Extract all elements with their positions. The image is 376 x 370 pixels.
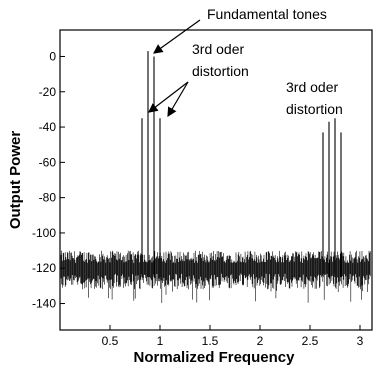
y-tick-label: -40 bbox=[39, 120, 57, 134]
arrow-distortion-left-a bbox=[148, 81, 189, 113]
x-tick-label: 2 bbox=[257, 334, 264, 348]
x-tick-label: 3 bbox=[357, 334, 364, 348]
x-tick-label: 1.5 bbox=[202, 334, 219, 348]
annotation-3rd-order-distortion-right: 3rd oder distortion bbox=[286, 79, 343, 117]
annotation-right-line2: distortion bbox=[286, 101, 343, 117]
annotation-right-line1: 3rd oder bbox=[286, 79, 338, 95]
tone-series bbox=[141, 51, 342, 278]
x-axis-ticks: 0.5 1 1.5 2 2.5 3 bbox=[102, 325, 364, 348]
y-axis-label: Output Power bbox=[7, 131, 24, 229]
y-tick-label: -20 bbox=[39, 85, 57, 99]
noise-trace bbox=[60, 250, 371, 303]
annotation-3rd-order-distortion-left: 3rd oder distortion bbox=[192, 41, 249, 79]
y-tick-label: -100 bbox=[32, 226, 56, 240]
x-tick-label: 1 bbox=[157, 334, 164, 348]
y-tick-label: 0 bbox=[49, 49, 56, 63]
x-axis-label: Normalized Frequency bbox=[134, 349, 296, 366]
annotation-left-line2: distortion bbox=[192, 63, 249, 79]
y-tick-label: -120 bbox=[32, 261, 56, 275]
x-tick-label: 0.5 bbox=[102, 334, 119, 348]
arrow-fundamental bbox=[153, 19, 201, 54]
plot-area-frame bbox=[59, 29, 373, 331]
y-tick-label: -60 bbox=[39, 155, 57, 169]
arrow-distortion-left-b bbox=[167, 81, 189, 118]
y-tick-label: -140 bbox=[32, 297, 56, 311]
y-axis-ticks: 0 -20 -40 -60 -80 -100 -120 -140 bbox=[32, 49, 65, 311]
annotation-left-line1: 3rd oder bbox=[192, 41, 244, 57]
noise-floor bbox=[60, 250, 371, 303]
y-tick-label: -80 bbox=[39, 191, 57, 205]
x-tick-label: 2.5 bbox=[302, 334, 319, 348]
annotation-fundamental-tones: Fundamental tones bbox=[207, 6, 327, 22]
